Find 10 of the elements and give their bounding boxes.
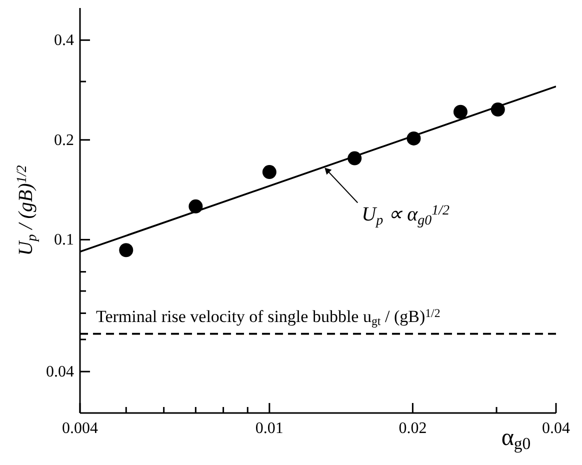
x-tick-label: 0.01 xyxy=(255,420,284,437)
x-axis-title: α$_{g0}$ xyxy=(501,425,531,454)
x-tick-label: 0.004 xyxy=(62,420,98,437)
y-tick-label: 0.4 xyxy=(54,32,74,50)
y-tick-label: 0.04 xyxy=(46,364,74,381)
ref-line-label: Terminal rise velocity of single bubble u$_{gt}$ / (gB)$^{1/2}$ xyxy=(96,305,440,328)
y-tick-label: 0.1 xyxy=(54,232,74,249)
y-tick-label: 0.2 xyxy=(54,132,74,149)
x-tick-label: 0.02 xyxy=(398,420,427,437)
x-tick-label: 0.04 xyxy=(542,420,570,437)
